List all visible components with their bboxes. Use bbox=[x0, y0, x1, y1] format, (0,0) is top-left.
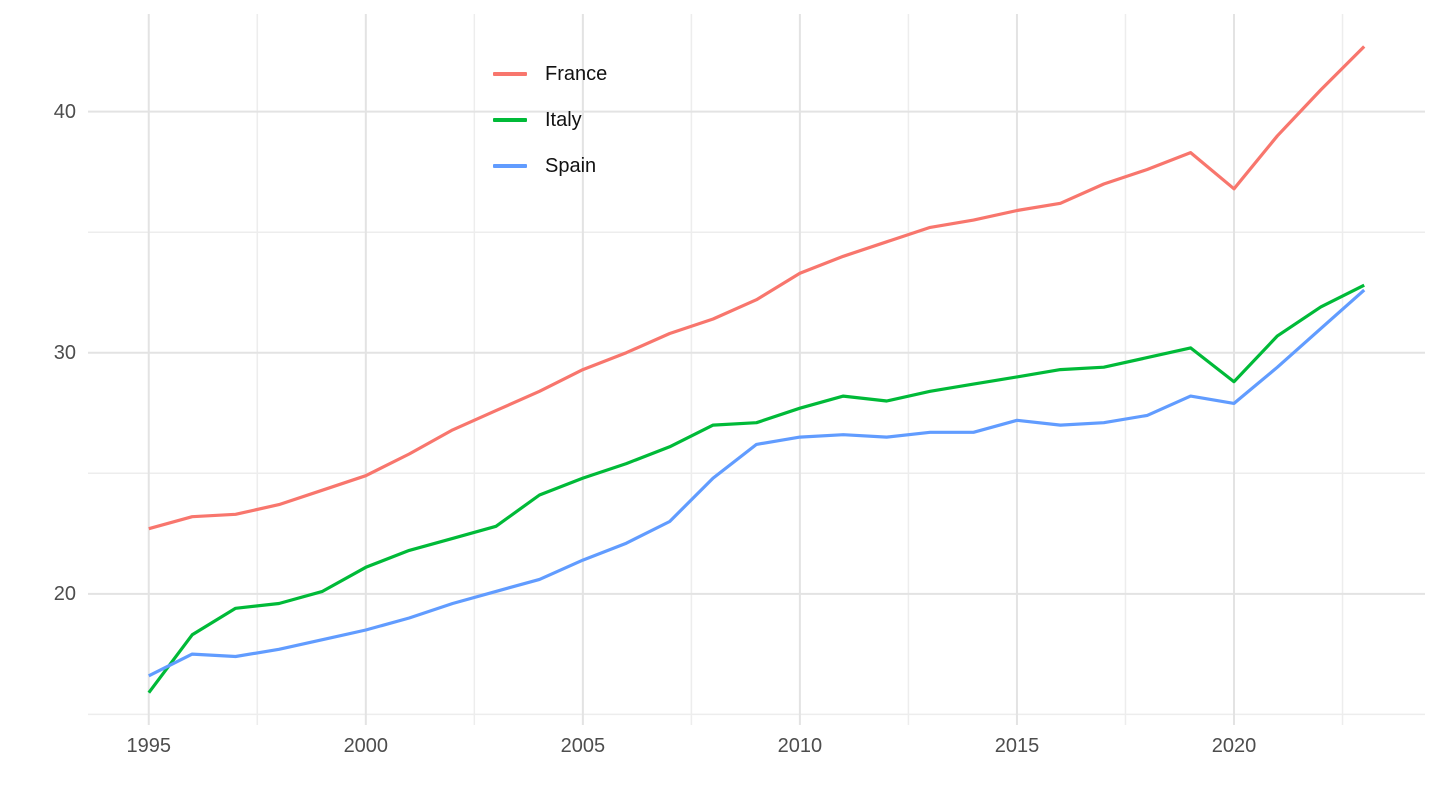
legend-label-italy: Italy bbox=[545, 109, 582, 131]
y-tick-label: 30 bbox=[53, 341, 76, 364]
legend-line-swatch-italy bbox=[493, 118, 527, 122]
legend-line-swatch-france bbox=[493, 72, 527, 76]
series-line-spain bbox=[148, 288, 1366, 678]
legend-item-spain: Spain bbox=[493, 143, 607, 189]
legend-line-swatch-spain bbox=[493, 164, 527, 168]
x-tick-label: 2005 bbox=[560, 735, 606, 757]
x-tick-label: 2015 bbox=[994, 735, 1040, 757]
legend: France Italy Spain bbox=[493, 51, 607, 189]
series-line-france bbox=[148, 45, 1366, 531]
legend-item-france: France bbox=[493, 51, 607, 97]
x-tick-label: 2000 bbox=[343, 735, 389, 757]
x-tick-label: 2010 bbox=[777, 735, 823, 757]
major-gridlines bbox=[88, 14, 1425, 725]
legend-item-italy: Italy bbox=[493, 97, 607, 143]
y-tick-label: 20 bbox=[53, 582, 76, 605]
x-tick-label: 2020 bbox=[1211, 735, 1257, 757]
series-line-italy bbox=[147, 283, 1365, 694]
x-tick-label: 1995 bbox=[126, 735, 172, 757]
legend-label-france: France bbox=[545, 63, 608, 85]
y-tick-label: 40 bbox=[53, 100, 76, 123]
legend-label-spain: Spain bbox=[545, 155, 597, 177]
series-lines bbox=[147, 45, 1366, 694]
minor-gridlines bbox=[88, 14, 1425, 725]
